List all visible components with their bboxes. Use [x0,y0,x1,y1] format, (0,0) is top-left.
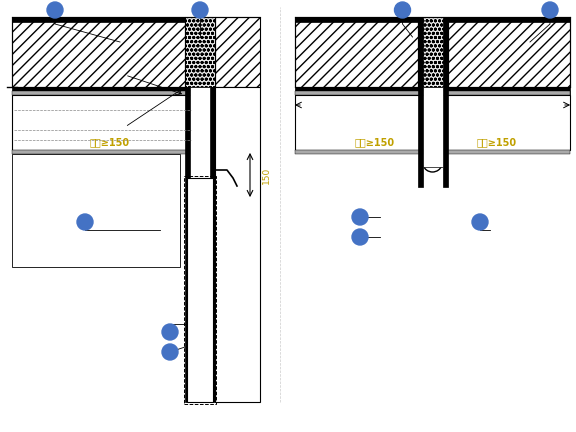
Bar [215,17,260,87]
Text: ④: ④ [357,213,363,222]
Text: ②: ② [547,6,553,15]
Bar [12,17,185,87]
Circle shape [542,2,558,18]
Circle shape [77,214,93,230]
Bar [438,91,570,95]
Bar [423,87,442,167]
Text: 翻包≥150: 翻包≥150 [477,137,517,147]
Bar [418,17,423,187]
Bar [423,87,442,167]
Bar [210,87,215,402]
Circle shape [395,2,411,18]
Text: ①: ① [197,6,203,15]
Bar [12,154,180,267]
Bar [438,150,570,154]
Bar [295,150,427,154]
Bar [190,87,210,402]
Text: ⑤: ⑤ [167,347,173,356]
Bar [295,17,418,87]
Bar [12,95,193,150]
Text: ②: ② [52,6,58,15]
Bar [448,17,570,87]
Text: ⑤: ⑤ [357,232,363,241]
Circle shape [352,229,368,245]
Bar [295,17,418,22]
Text: 翻包≥150: 翻包≥150 [90,137,130,147]
Bar [187,178,213,402]
Bar [295,87,430,95]
Circle shape [472,214,488,230]
Circle shape [162,324,178,340]
Bar [438,95,570,150]
Bar [12,17,185,22]
Bar [12,91,193,95]
Bar [295,95,427,150]
Circle shape [47,2,63,18]
Circle shape [352,209,368,225]
Text: ③: ③ [82,217,88,226]
Circle shape [162,344,178,360]
Bar [295,91,427,95]
Bar [435,87,570,95]
Bar [295,95,427,150]
Text: ④: ④ [167,327,173,337]
Text: 翻包≥150: 翻包≥150 [355,137,395,147]
Bar [12,87,195,95]
Bar [185,87,190,402]
Bar [438,95,570,150]
Bar [448,17,570,22]
Bar [12,150,193,154]
Bar [184,176,216,404]
Text: ①: ① [399,6,406,15]
Bar [12,95,193,150]
Bar [442,17,448,187]
Bar [215,87,260,402]
Bar [185,17,215,87]
Text: 150: 150 [262,166,271,184]
Text: ③: ③ [477,217,483,226]
Circle shape [192,2,208,18]
Bar [418,17,448,87]
Bar [190,87,210,402]
Text: ①: ① [194,3,206,16]
Bar [215,87,260,402]
Bar [187,178,213,402]
